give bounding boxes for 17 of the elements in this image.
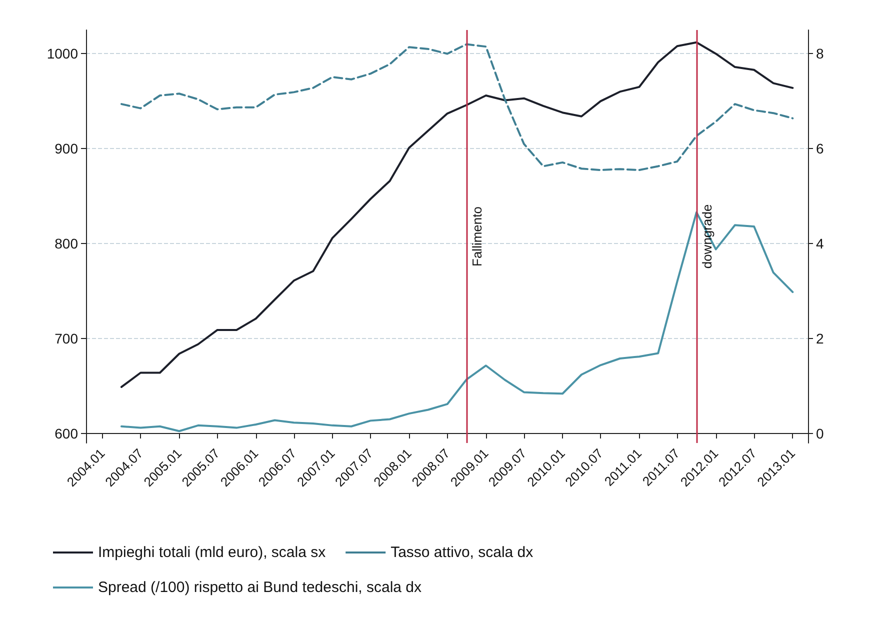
y2-tick-label: 6 <box>816 140 824 157</box>
y2-tick-label: 8 <box>816 46 824 62</box>
y-tick-label: 800 <box>54 236 78 252</box>
legend-label: Tasso attivo, scala dx <box>390 544 534 561</box>
legend-label: Impieghi totali (mld euro), scala sx <box>98 544 326 561</box>
y-tick-label: 900 <box>54 140 78 157</box>
line-series <box>120 41 794 388</box>
y2-tick-label: 0 <box>816 426 824 442</box>
legend-label: Spread (/100) rispetto ai Bund tedeschi, scala dx <box>98 579 422 596</box>
y-tick-label: 600 <box>54 426 78 442</box>
y-tick-label: 700 <box>54 330 78 347</box>
ref-line-label: Fallimento <box>470 206 485 266</box>
ref-line-label: downgrade <box>700 204 715 269</box>
y-tick-label: 1000 <box>46 46 78 62</box>
y2-tick-label: 4 <box>816 236 824 252</box>
line-series <box>120 43 794 172</box>
y2-tick-label: 2 <box>816 330 824 347</box>
